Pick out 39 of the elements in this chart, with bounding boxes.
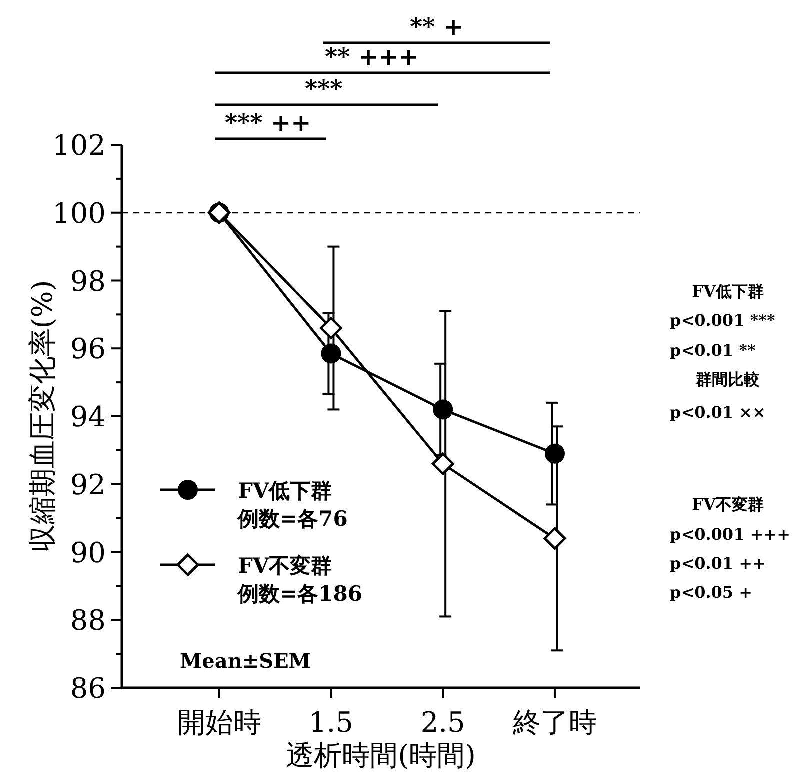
- x-tick-label: 開始時: [177, 706, 262, 739]
- text: ** +: [410, 12, 464, 41]
- text: p<0.05 +: [670, 583, 753, 602]
- text: ***: [305, 74, 344, 103]
- y-axis-title: 収縮期血圧変化率(%): [26, 280, 59, 553]
- point: [433, 400, 454, 420]
- y-tick-label: 86: [70, 672, 106, 705]
- annotation: 例数=各186: [237, 581, 362, 606]
- legend-label: FV低下群: [238, 478, 332, 503]
- x-tick-label: 1.5: [308, 706, 354, 739]
- point: [544, 527, 566, 550]
- x-axis-title: 透析時間(時間): [286, 739, 476, 772]
- text: FV低下群: [692, 282, 764, 301]
- text: p<0.001 ***: [670, 311, 776, 330]
- y-tick-label: 102: [52, 129, 106, 162]
- y-tick-label: 96: [70, 332, 106, 366]
- point: [321, 344, 342, 364]
- x-tick-label: 2.5: [420, 706, 466, 739]
- y-tick-label: 98: [70, 264, 106, 298]
- text: p<0.001 +++: [670, 525, 790, 544]
- text: 群間比較: [695, 370, 761, 389]
- point: [544, 444, 565, 464]
- legend-label: FV不変群: [238, 553, 332, 578]
- text: p<0.01 **: [670, 341, 756, 360]
- annotation: Mean±SEM: [180, 649, 311, 673]
- y-tick-label: 100: [52, 196, 106, 230]
- text: p<0.01 ××: [670, 403, 766, 422]
- text: FV不変群: [692, 495, 764, 514]
- y-tick-label: 92: [70, 468, 106, 502]
- text: ** +++: [325, 42, 419, 71]
- text: p<0.01 ++: [670, 554, 766, 573]
- point: [432, 452, 454, 476]
- text: *** ++: [225, 108, 312, 137]
- x-tick-label: 終了時: [512, 706, 597, 739]
- y-tick-label: 90: [70, 536, 106, 570]
- annotation: 例数=各76: [237, 506, 348, 531]
- y-tick-label: 88: [70, 604, 106, 638]
- point: [320, 317, 342, 340]
- y-tick-label: 94: [70, 400, 106, 434]
